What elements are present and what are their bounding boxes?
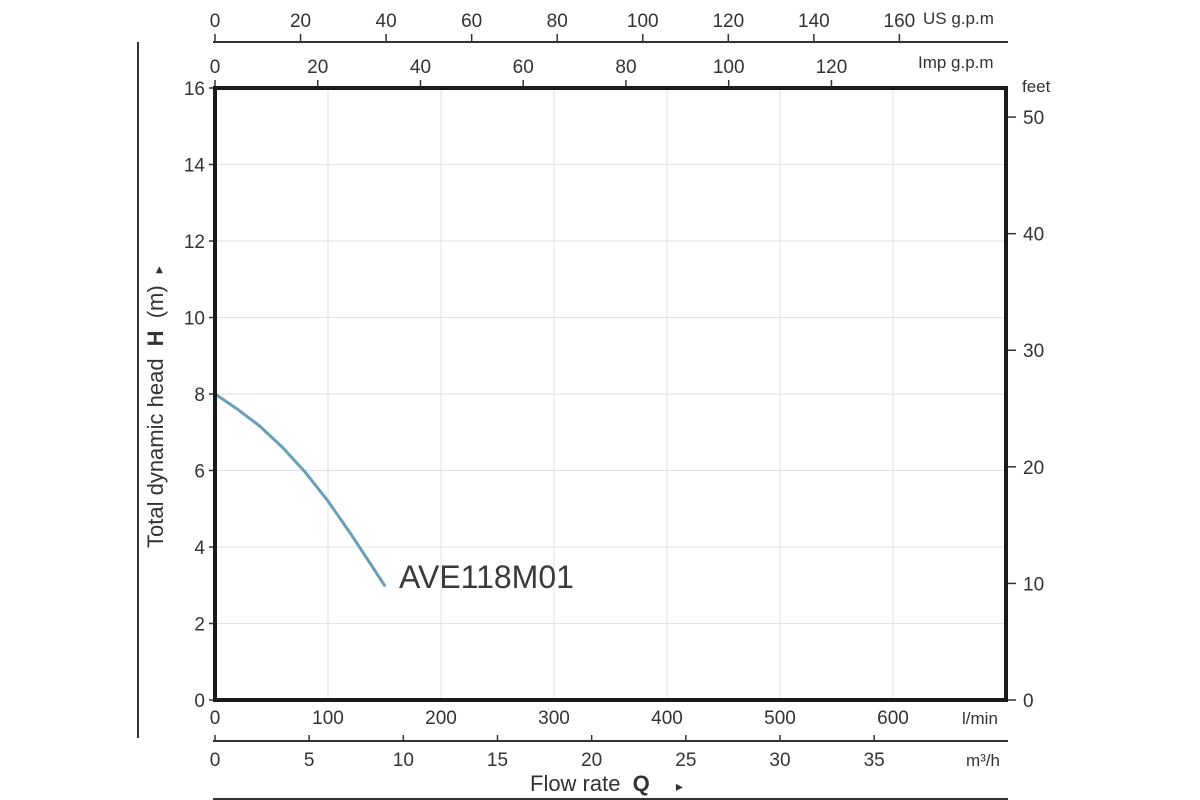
x-tick-label-imp: 100 (713, 57, 745, 78)
y-axis-arrow: ▸ (150, 266, 166, 273)
x-tick-label-m3h: 10 (393, 750, 414, 771)
x-tick-label-us: 60 (461, 11, 482, 32)
x-tick-label-us: 120 (712, 11, 744, 32)
x-tick-label-lmin: 300 (538, 708, 570, 729)
x-tick-label-imp: 0 (210, 57, 221, 78)
plot-frame (213, 86, 1008, 702)
x-tick-label-m3h: 25 (675, 750, 696, 771)
curve-label: AVE118M01 (399, 559, 574, 595)
x-tick-label-imp: 80 (615, 57, 636, 78)
x-tick-label-lmin: 600 (877, 708, 909, 729)
y-axis-title: Total dynamic head H (m) ▸ (143, 266, 168, 548)
lmin-unit: l/min (962, 709, 998, 728)
y-tick-label-feet: 20 (1023, 458, 1044, 479)
x-tick-label-imp: 20 (307, 57, 328, 78)
x-tick-label-lmin: 200 (425, 708, 457, 729)
x-axis-title-text: Flow rate (530, 771, 620, 796)
y-tick-label-m: 6 (194, 462, 205, 483)
x-tick-label-imp: 60 (513, 57, 534, 78)
x-tick-label-us: 80 (547, 11, 568, 32)
x-tick-label-lmin: 0 (210, 708, 221, 729)
x-tick-label-m3h: 35 (864, 750, 885, 771)
y-tick-label-m: 14 (184, 156, 206, 177)
y-tick-label-m: 8 (194, 385, 205, 406)
y-axis-title-prefix: Total dynamic head (143, 358, 168, 548)
y-tick-label-feet: 0 (1023, 691, 1034, 712)
m3h-unit: m³/h (966, 751, 1000, 770)
x-tick-label-m3h: 15 (487, 750, 508, 771)
x-tick-label-imp: 40 (410, 57, 431, 78)
y-axis-title-symbol: H (143, 330, 168, 346)
x-tick-label-us: 0 (210, 11, 221, 32)
x-tick-label-m3h: 30 (769, 750, 790, 771)
x-tick-label-lmin: 500 (764, 708, 796, 729)
x-tick-label-m3h: 5 (304, 750, 315, 771)
us-gpm-unit: US g.p.m (923, 9, 994, 28)
x-axis-title-symbol: Q (633, 771, 650, 796)
x-tick-label-us: 20 (290, 11, 311, 32)
grid (215, 88, 1006, 700)
y-tick-label-m: 12 (184, 232, 205, 253)
x-tick-label-m3h: 0 (210, 750, 221, 771)
y-tick-label-m: 4 (194, 538, 205, 559)
imp-gpm-unit: Imp g.p.m (918, 53, 994, 72)
series-curve-ave118m01 (213, 392, 386, 587)
y-axis-title-suffix: (m) (143, 285, 168, 318)
y-tick-label-feet: 10 (1023, 574, 1044, 595)
y-tick-label-feet: 40 (1023, 225, 1044, 246)
y-tick-label-m: 16 (184, 79, 205, 100)
y-tick-label-m: 2 (194, 615, 205, 636)
x-tick-label-imp: 120 (816, 57, 848, 78)
x-tick-label-us: 140 (798, 11, 830, 32)
x-axis-title: Flow rate Q ▸ (530, 771, 683, 796)
series-layer (213, 392, 386, 587)
x-axis-arrow: ▸ (676, 778, 683, 794)
x-tick-label-lmin: 100 (312, 708, 344, 729)
x-tick-label-lmin: 400 (651, 708, 683, 729)
x-tick-label-m3h: 20 (581, 750, 602, 771)
x-tick-label-us: 40 (376, 11, 397, 32)
y-tick-label-m: 10 (184, 309, 205, 330)
x-tick-label-us: 100 (627, 11, 659, 32)
axis-lines (137, 41, 1008, 800)
y-tick-label-m: 0 (194, 691, 205, 712)
x-tick-label-us: 160 (884, 11, 916, 32)
y-tick-label-feet: 30 (1023, 341, 1044, 362)
feet-unit: feet (1022, 77, 1051, 96)
y-tick-label-feet: 50 (1023, 108, 1044, 129)
